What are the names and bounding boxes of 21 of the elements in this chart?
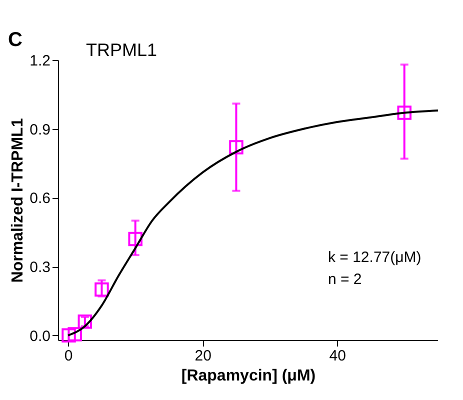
y-axis-title: Normalized I-TRPML1 — [10, 118, 27, 283]
x-tick-label: 20 — [194, 348, 212, 364]
annotation: n = 2 — [328, 271, 362, 288]
chart-title: TRPML1 — [86, 40, 158, 60]
point — [62, 328, 76, 343]
y-tick-label: 0.3 — [30, 259, 50, 276]
point — [128, 232, 142, 246]
text: C — [8, 29, 22, 51]
y-tick-label: 0.6 — [30, 190, 50, 208]
point — [94, 282, 109, 297]
point — [397, 106, 412, 120]
y-tick-label: 1.2 — [30, 52, 50, 70]
annotation: k = 12.77(μM) — [328, 249, 422, 266]
y-tick-label: 0.9 — [30, 121, 50, 138]
y-tick-label: 0.0 — [30, 328, 50, 345]
point — [78, 314, 92, 329]
x-axis-title: [Rapamycin] (μM) — [181, 368, 316, 384]
point — [68, 327, 82, 342]
x-tick-label: 40 — [329, 348, 346, 364]
x-tick-label: 0 — [64, 348, 73, 364]
point — [229, 140, 244, 154]
